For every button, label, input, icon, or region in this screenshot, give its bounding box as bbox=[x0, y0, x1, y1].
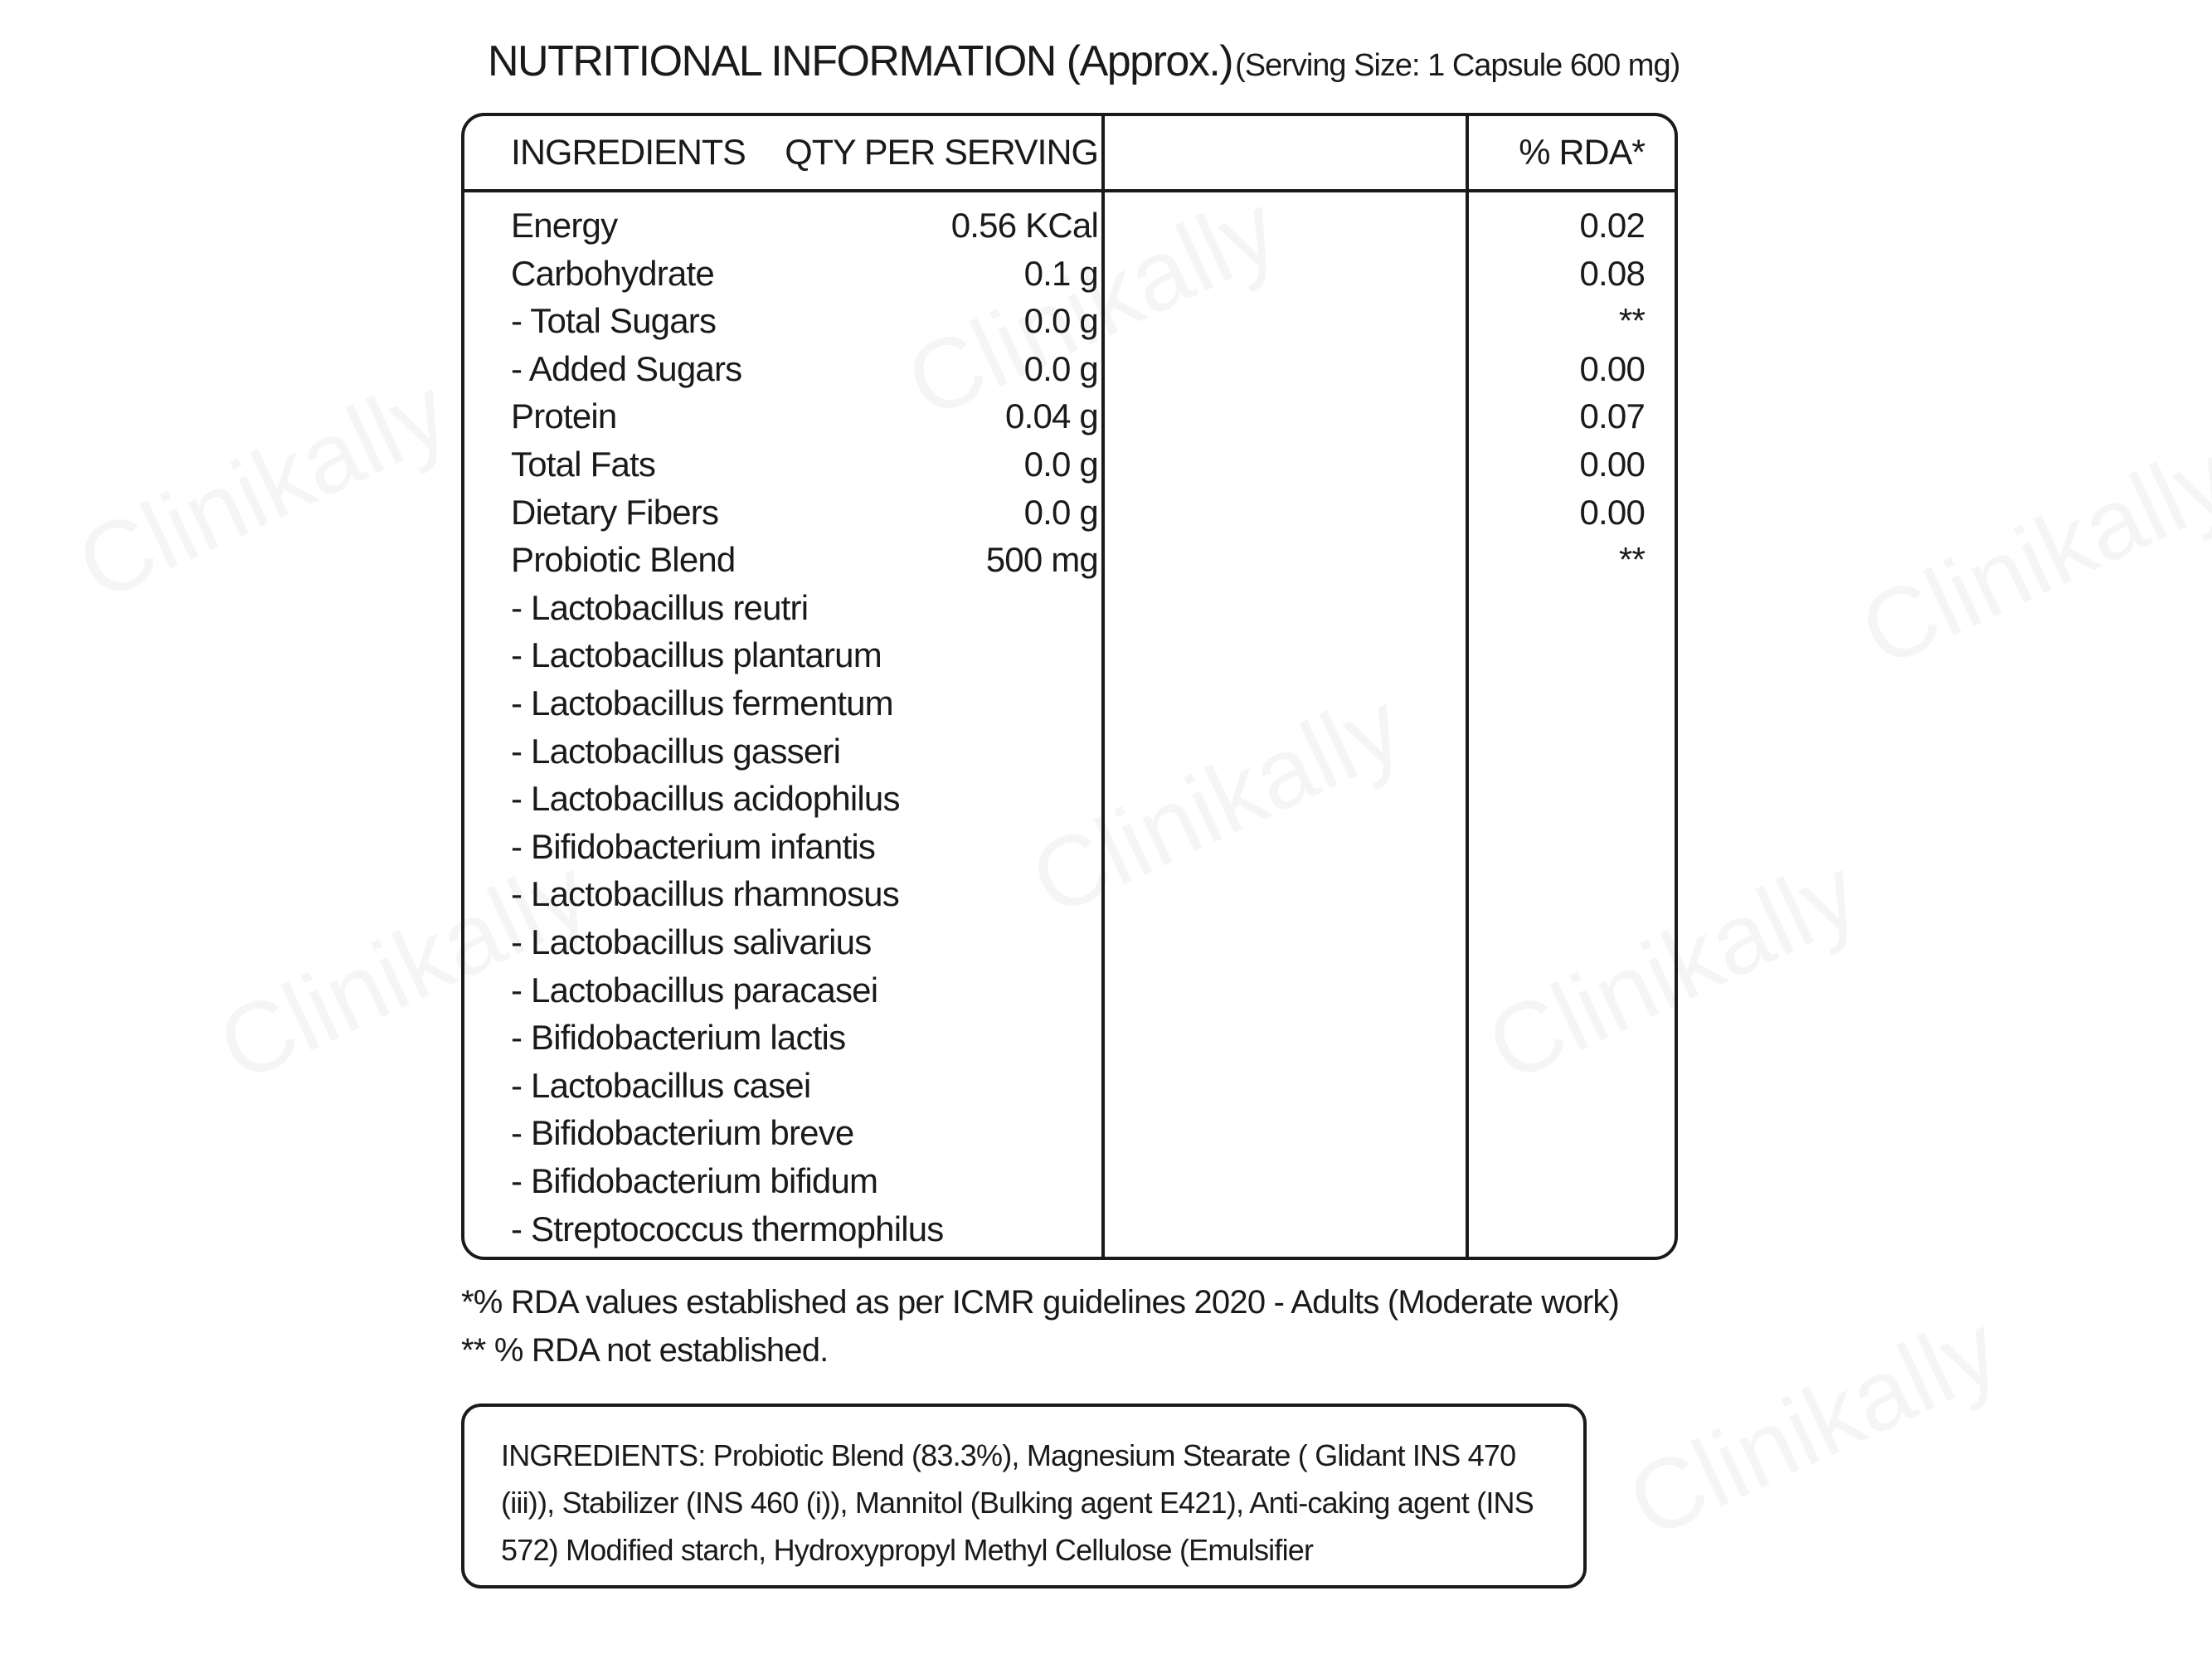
header-divider bbox=[464, 189, 1675, 192]
table-row: - Bifidobacterium infantis bbox=[464, 827, 1675, 874]
ingredients-text: INGREDIENTS: Probiotic Blend (83.3%), Ma… bbox=[501, 1438, 1534, 1567]
ingredient-name: - Lactobacillus rhamnosus bbox=[511, 874, 900, 914]
ingredient-name: Protein bbox=[511, 397, 617, 436]
ingredients-box: INGREDIENTS: Probiotic Blend (83.3%), Ma… bbox=[461, 1404, 1587, 1588]
header-rda: % RDA* bbox=[1519, 133, 1646, 173]
ingredient-name: - Streptococcus thermophilus bbox=[511, 1209, 944, 1248]
title-main: NUTRITIONAL INFORMATION (Approx.) bbox=[488, 37, 1234, 85]
rda-value: 0.07 bbox=[1579, 397, 1645, 436]
header-qty: QTY PER SERVING bbox=[785, 133, 1099, 173]
qty-value: 0.0 g bbox=[1023, 492, 1099, 532]
qty-value: 0.0 g bbox=[1023, 348, 1099, 388]
qty-value: 500 mg bbox=[985, 540, 1099, 580]
table-row: - Lactobacillus acidophilus bbox=[464, 779, 1675, 826]
ingredient-name: - Lactobacillus paracasei bbox=[511, 970, 878, 1010]
watermark: Clinikally bbox=[61, 353, 464, 623]
table-row: - Lactobacillus rhamnosus bbox=[464, 874, 1675, 922]
table-row: - Lactobacillus gasseri bbox=[464, 732, 1675, 779]
rda-value: ** bbox=[1618, 301, 1646, 341]
table-row: Total Fats 0.0 g 0.00 bbox=[464, 445, 1675, 492]
ingredient-name: - Lactobacillus gasseri bbox=[511, 731, 841, 771]
rda-value: 0.00 bbox=[1579, 492, 1645, 532]
watermark: Clinikally bbox=[1612, 1291, 2015, 1560]
table-row: - Lactobacillus reutri bbox=[464, 588, 1675, 635]
table-row: - Bifidobacterium lactis bbox=[464, 1018, 1675, 1065]
ingredient-name: - Bifidobacterium lactis bbox=[511, 1018, 846, 1058]
ingredient-name: - Lactobacillus acidophilus bbox=[511, 779, 900, 819]
qty-value: 0.56 KCal bbox=[950, 206, 1099, 245]
ingredient-name: - Bifidobacterium bifidum bbox=[511, 1161, 878, 1200]
rda-value: 0.02 bbox=[1579, 206, 1645, 245]
qty-value: 0.0 g bbox=[1023, 301, 1099, 341]
ingredient-name: - Bifidobacterium infantis bbox=[511, 826, 876, 866]
table-row: - Lactobacillus casei bbox=[464, 1066, 1675, 1113]
ingredient-name: - Lactobacillus casei bbox=[511, 1065, 811, 1105]
footnote-rda: *% RDA values established as per ICMR gu… bbox=[461, 1284, 1620, 1321]
ingredient-name: - Added Sugars bbox=[511, 348, 742, 388]
table-row: Dietary Fibers 0.0 g 0.00 bbox=[464, 493, 1675, 540]
ingredient-name: Probiotic Blend bbox=[511, 540, 736, 580]
table-row: - Total Sugars 0.0 g ** bbox=[464, 301, 1675, 348]
watermark: Clinikally bbox=[1844, 420, 2212, 689]
table-row: - Added Sugars 0.0 g 0.00 bbox=[464, 349, 1675, 397]
ingredient-name: - Lactobacillus plantarum bbox=[511, 635, 882, 675]
nutrition-table: INGREDIENTS QTY PER SERVING % RDA* Energ… bbox=[461, 113, 1678, 1260]
table-row: Energy 0.56 KCal 0.02 bbox=[464, 206, 1675, 253]
table-row: - Streptococcus thermophilus bbox=[464, 1209, 1675, 1257]
rda-value: ** bbox=[1618, 540, 1646, 580]
rda-value: 0.00 bbox=[1579, 348, 1645, 388]
table-row: Carbohydrate 0.1 g 0.08 bbox=[464, 254, 1675, 301]
column-divider bbox=[1466, 116, 1469, 1257]
ingredient-name: - Lactobacillus salivarius bbox=[511, 922, 872, 961]
column-divider bbox=[1101, 116, 1105, 1257]
header-ingredients: INGREDIENTS bbox=[511, 133, 746, 173]
ingredient-name: - Lactobacillus reutri bbox=[511, 587, 809, 627]
rda-value: 0.00 bbox=[1579, 445, 1645, 484]
ingredient-name: - Total Sugars bbox=[511, 301, 717, 341]
page-title: NUTRITIONAL INFORMATION (Approx.) (Servi… bbox=[488, 36, 1680, 86]
ingredient-name: Dietary Fibers bbox=[511, 492, 719, 532]
table-row: - Lactobacillus paracasei bbox=[464, 971, 1675, 1018]
ingredient-name: Total Fats bbox=[511, 445, 656, 484]
table-row: - Lactobacillus salivarius bbox=[464, 922, 1675, 970]
ingredient-name: - Lactobacillus fermentum bbox=[511, 684, 894, 722]
qty-value: 0.0 g bbox=[1023, 445, 1099, 484]
footnote-not-established: ** % RDA not established. bbox=[461, 1332, 829, 1369]
qty-value: 0.1 g bbox=[1023, 253, 1099, 293]
serving-size: (Serving Size: 1 Capsule 600 mg) bbox=[1235, 48, 1680, 83]
ingredient-name: Energy bbox=[511, 206, 618, 245]
ingredient-name: - Bifidobacterium breve bbox=[511, 1113, 854, 1153]
table-row: - Lactobacillus plantarum bbox=[464, 635, 1675, 683]
ingredient-name: Carbohydrate bbox=[511, 253, 715, 293]
table-row: - Bifidobacterium bifidum bbox=[464, 1161, 1675, 1209]
qty-value: 0.04 g bbox=[1005, 397, 1099, 436]
table-row: - Bifidobacterium breve bbox=[464, 1113, 1675, 1160]
table-row: Probiotic Blend 500 mg ** bbox=[464, 540, 1675, 587]
table-row: Protein 0.04 g 0.07 bbox=[464, 397, 1675, 444]
table-row: - Lactobacillus fermentum bbox=[464, 684, 1675, 731]
rda-value: 0.08 bbox=[1579, 253, 1645, 293]
